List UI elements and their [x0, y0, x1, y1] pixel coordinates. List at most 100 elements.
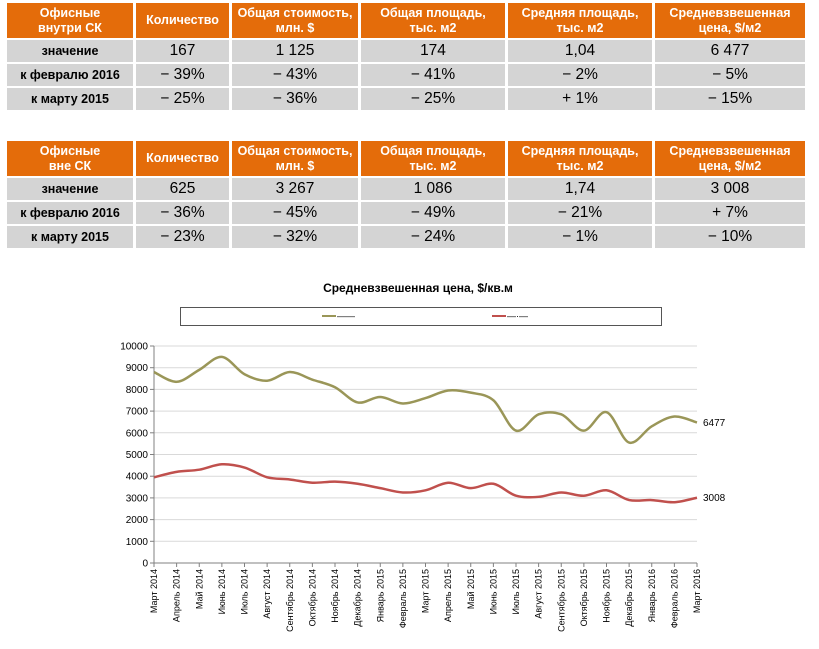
series-end-label: 3008 [703, 493, 726, 504]
header-cell: Общая площадь, тыс. м2 [361, 3, 505, 38]
x-tick-label: Март 2015 [421, 569, 431, 613]
table-outside-sc: Офисные вне СК Количество Общая стоимость… [4, 139, 808, 250]
y-tick-label: 7000 [126, 407, 149, 418]
x-tick-label: Май 2015 [466, 569, 476, 609]
x-tick-label: Июль 2015 [511, 569, 521, 614]
x-tick-label: Май 2014 [194, 569, 204, 609]
table-cell: − 24% [361, 226, 505, 248]
table-cell: 3 008 [655, 178, 805, 200]
table-cell: 6 477 [655, 40, 805, 62]
table-cell: 1,04 [508, 40, 652, 62]
row-label: к марту 2015 [7, 226, 133, 248]
header-cell: Средняя площадь, тыс. м2 [508, 141, 652, 176]
x-tick-label: Июнь 2015 [488, 569, 498, 614]
x-tick-label: Январь 2016 [647, 569, 657, 622]
y-tick-label: 8000 [126, 385, 149, 396]
table-cell: 3 267 [232, 178, 358, 200]
table-cell: − 41% [361, 64, 505, 86]
table-cell: − 23% [136, 226, 229, 248]
chart-title: Средневзвешенная цена, $/кв.м [323, 281, 513, 295]
y-tick-label: 0 [142, 559, 148, 570]
x-tick-label: Сентябрь 2015 [556, 569, 566, 632]
y-tick-label: 4000 [126, 472, 149, 483]
table-cell: − 5% [655, 64, 805, 86]
row-label: к марту 2015 [7, 88, 133, 110]
table-cell: + 7% [655, 202, 805, 224]
table-cell: 174 [361, 40, 505, 62]
header-cell: Общая стоимость, млн. $ [232, 3, 358, 38]
row-label: значение [7, 40, 133, 62]
table-row: к марту 2015 − 23% − 32% − 24% − 1% − 10… [7, 226, 805, 248]
table-cell: − 32% [232, 226, 358, 248]
x-tick-label: Декабрь 2015 [624, 569, 634, 627]
x-tick-label: Январь 2015 [375, 569, 385, 622]
y-tick-label: 5000 [126, 450, 149, 461]
table-cell: − 49% [361, 202, 505, 224]
table-cell: − 25% [136, 88, 229, 110]
y-tick-label: 10000 [120, 342, 148, 353]
table-row: к февралю 2016 − 36% − 45% − 49% − 21% +… [7, 202, 805, 224]
table-cell: 167 [136, 40, 229, 62]
table-cell: − 43% [232, 64, 358, 86]
series-line-1 [153, 355, 698, 444]
x-tick-label: Апрель 2014 [172, 569, 182, 622]
x-tick-label: Август 2014 [262, 569, 272, 619]
x-tick-label: Ноябрь 2014 [330, 569, 340, 623]
header-cell: Общая площадь, тыс. м2 [361, 141, 505, 176]
header-cell: Средневзвешенная цена, $/м2 [655, 141, 805, 176]
header-cell: Офисные внутри СК [7, 3, 133, 38]
table-cell: − 36% [232, 88, 358, 110]
header-cell: Средняя площадь, тыс. м2 [508, 3, 652, 38]
table-header-row: Офисные вне СК Количество Общая стоимость… [7, 141, 805, 176]
x-tick-label: Ноябрь 2015 [602, 569, 612, 623]
y-tick-label: 6000 [126, 428, 149, 439]
table-row: значение 625 3 267 1 086 1,74 3 008 [7, 178, 805, 200]
series-line-2 [153, 462, 698, 504]
header-cell: Количество [136, 3, 229, 38]
y-tick-label: 3000 [126, 493, 149, 504]
x-tick-label: Декабрь 2014 [353, 569, 363, 627]
table-cell: − 2% [508, 64, 652, 86]
x-tick-label: Август 2015 [534, 569, 544, 619]
table-cell: − 1% [508, 226, 652, 248]
table-cell: − 45% [232, 202, 358, 224]
header-cell: Офисные вне СК [7, 141, 133, 176]
x-tick-label: Октябрь 2014 [307, 569, 317, 626]
legend-label: —·— [507, 311, 528, 321]
x-tick-label: Июнь 2014 [217, 569, 227, 614]
table-cell: 1,74 [508, 178, 652, 200]
x-tick-label: Сентябрь 2014 [285, 569, 295, 632]
table-row: значение 167 1 125 174 1,04 6 477 [7, 40, 805, 62]
x-tick-label: Март 2014 [149, 569, 159, 613]
y-tick-label: 1000 [126, 537, 149, 548]
y-tick-label: 2000 [126, 515, 149, 526]
table-row: к марту 2015 − 25% − 36% − 25% + 1% − 15… [7, 88, 805, 110]
table-inside-sc: Офисные внутри СК Количество Общая стоимо… [4, 1, 808, 112]
header-cell: Общая стоимость, млн. $ [232, 141, 358, 176]
header-cell: Количество [136, 141, 229, 176]
line-chart: Средневзвешенная цена, $/кв.м 0 1000 2000 30… [120, 281, 726, 632]
table-cell: − 25% [361, 88, 505, 110]
row-label: к февралю 2016 [7, 64, 133, 86]
table-cell: − 15% [655, 88, 805, 110]
table-cell: − 10% [655, 226, 805, 248]
table-cell: − 39% [136, 64, 229, 86]
table-cell: 1 125 [232, 40, 358, 62]
table-cell: 1 086 [361, 178, 505, 200]
legend-label: —— [337, 311, 355, 321]
table-row: к февралю 2016 − 39% − 43% − 41% − 2% − … [7, 64, 805, 86]
series-end-label: 6477 [703, 418, 726, 429]
x-tick-label: Июль 2014 [240, 569, 250, 614]
x-tick-label: Март 2016 [692, 569, 702, 613]
chart-legend [180, 307, 662, 326]
x-tick-label: Апрель 2015 [443, 569, 453, 622]
x-tick-label: Февраль 2015 [398, 569, 408, 628]
row-label: к февралю 2016 [7, 202, 133, 224]
table-cell: − 21% [508, 202, 652, 224]
table-cell: − 36% [136, 202, 229, 224]
header-cell: Средневзвешенная цена, $/м2 [655, 3, 805, 38]
table-cell: 625 [136, 178, 229, 200]
table-header-row: Офисные внутри СК Количество Общая стоимо… [7, 3, 805, 38]
x-tick-label: Октябрь 2015 [579, 569, 589, 626]
table-cell: + 1% [508, 88, 652, 110]
